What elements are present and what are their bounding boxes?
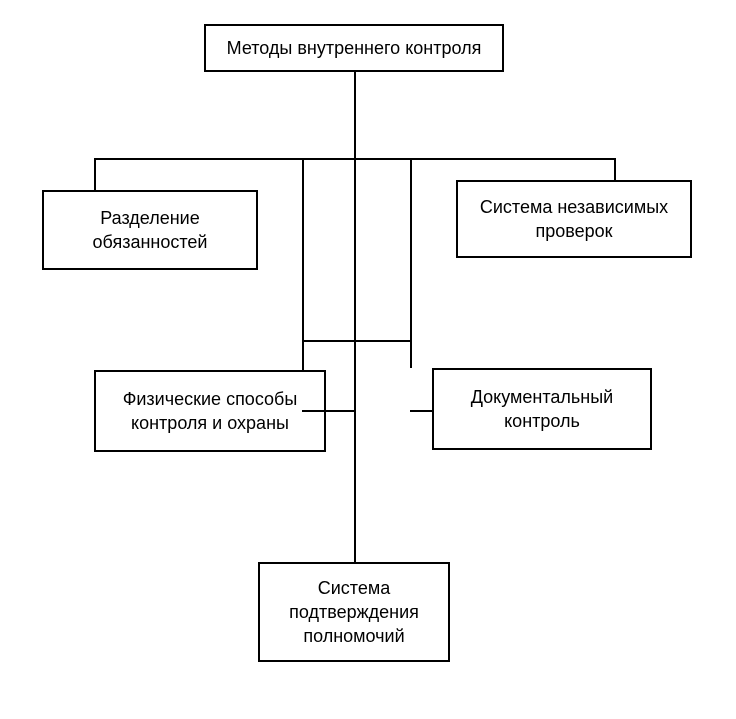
edge <box>302 410 354 412</box>
edge <box>614 158 616 180</box>
edge <box>94 158 614 160</box>
node-authority-confirmation: Система подтверждения полномочий <box>258 562 450 662</box>
node-separation-duties: Разделение обязанностей <box>42 190 258 270</box>
node-physical-controls: Физические способы контроля и охраны <box>94 370 326 452</box>
edge <box>302 340 412 342</box>
node-independent-checks: Система независимых проверок <box>456 180 692 258</box>
edge <box>302 158 304 370</box>
node-label: Документальный контроль <box>442 385 642 434</box>
edge <box>410 158 412 368</box>
node-documentary-control: Документальный контроль <box>432 368 652 450</box>
node-label: Физические способы контроля и охраны <box>104 387 316 436</box>
edge <box>410 410 432 412</box>
edge <box>354 72 356 562</box>
root-label: Методы внутреннего контроля <box>227 36 482 60</box>
node-label: Система независимых проверок <box>466 195 682 244</box>
root-node: Методы внутреннего контроля <box>204 24 504 72</box>
node-label: Система подтверждения полномочий <box>268 576 440 649</box>
node-label: Разделение обязанностей <box>52 206 248 255</box>
edge <box>94 158 96 190</box>
